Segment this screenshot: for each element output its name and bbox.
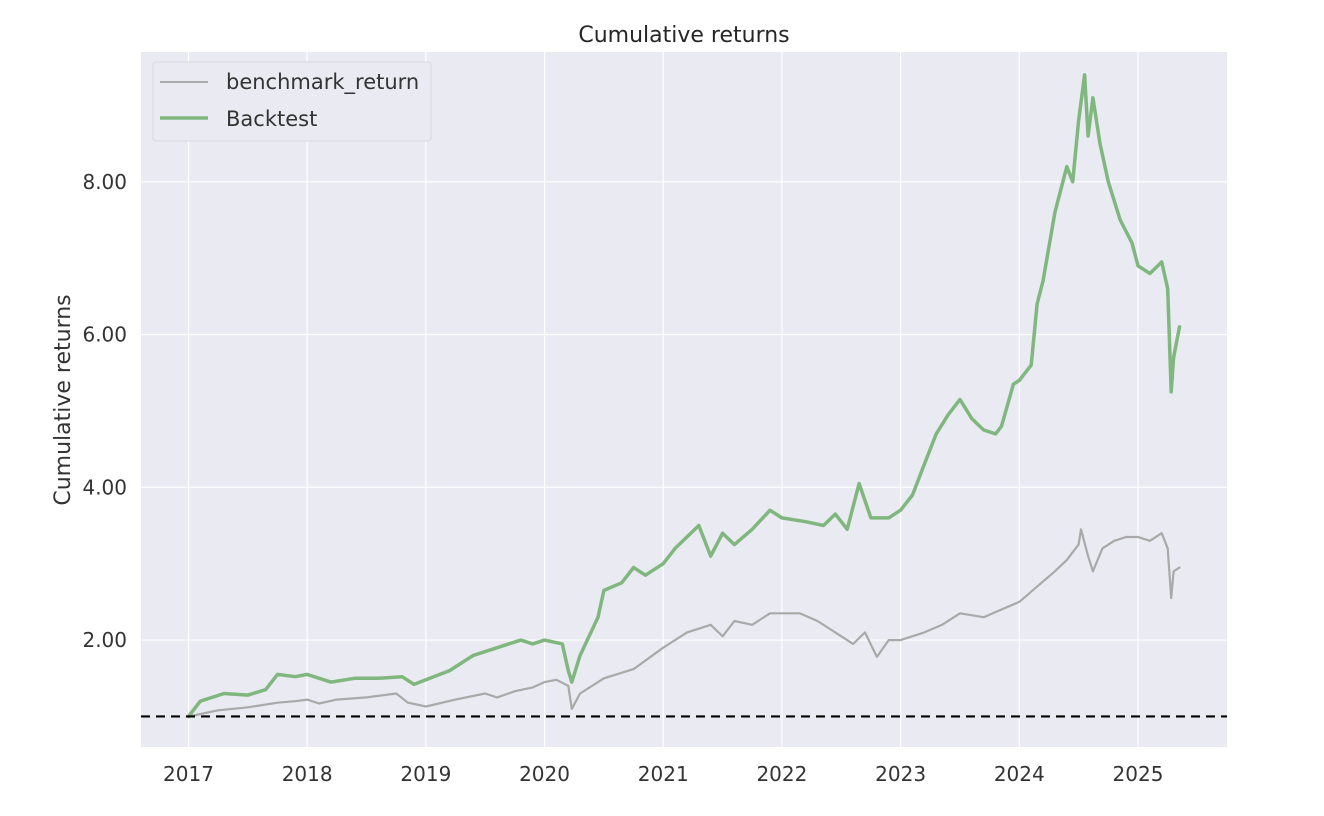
y-tick-label: 8.00	[82, 170, 127, 194]
legend: benchmark_return Backtest	[152, 61, 432, 142]
series-layer	[186, 73, 1182, 719]
x-tick-label: 2017	[163, 762, 214, 786]
x-tick-label: 2024	[994, 762, 1045, 786]
x-tick-label: 2020	[519, 762, 570, 786]
series-line-benchmark	[187, 528, 1181, 718]
plot-background	[141, 52, 1227, 747]
y-axis-label: Cumulative returns	[51, 294, 76, 505]
legend-label-backtest: Backtest	[226, 107, 317, 131]
grid-lines	[141, 52, 1227, 747]
chart-title: Cumulative returns	[578, 23, 789, 48]
x-tick-label: 2025	[1113, 762, 1164, 786]
series-line-backtest	[186, 73, 1182, 719]
x-tick-label: 2022	[756, 762, 807, 786]
x-tick-label: 2021	[638, 762, 689, 786]
legend-box	[152, 61, 432, 142]
y-tick-label: 6.00	[82, 323, 127, 347]
x-tick-label: 2023	[875, 762, 926, 786]
x-tick-label: 2018	[282, 762, 333, 786]
y-tick-label: 4.00	[82, 475, 127, 499]
y-tick-label: 2.00	[82, 628, 127, 652]
legend-label-benchmark: benchmark_return	[226, 70, 419, 95]
x-tick-label: 2019	[400, 762, 451, 786]
x-axis-tick-labels: 2017 2018 2019 2020 2021 2022 2023 2024 2025	[163, 762, 1163, 786]
y-axis-tick-labels: 2.00 4.00 6.00 8.00	[82, 170, 127, 652]
